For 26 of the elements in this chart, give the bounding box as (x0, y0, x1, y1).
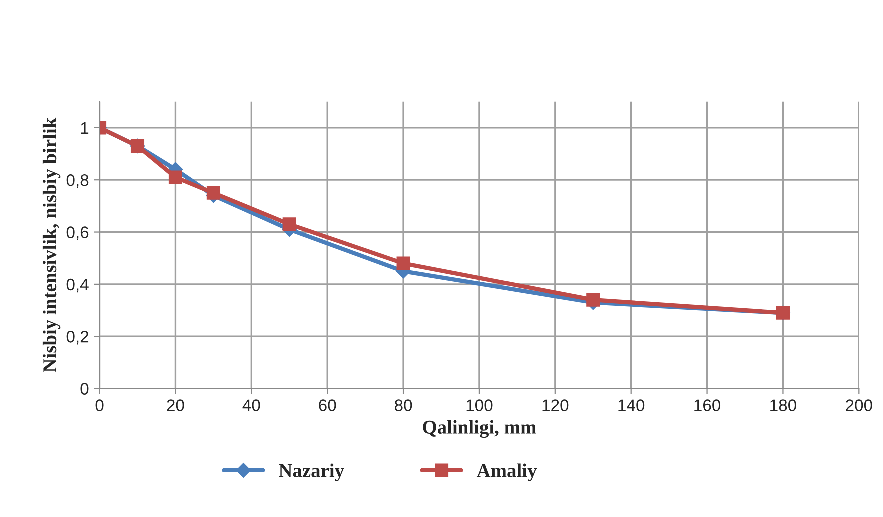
x-tick-label: 140 (618, 400, 645, 412)
y-tick-label: 0,8 (66, 174, 89, 188)
point (396, 256, 410, 270)
legend-label: Nazariy (279, 464, 344, 482)
y-tick-label: 0,6 (66, 226, 89, 240)
x-axis-title: Qalinligi, mm (423, 420, 536, 438)
x-tick-label: 180 (770, 400, 796, 412)
x-tick-label: 200 (846, 400, 872, 412)
point (168, 170, 182, 184)
y-tick-label: 0 (80, 383, 89, 395)
x-tick-label: 80 (394, 400, 412, 412)
point (586, 293, 600, 307)
point (206, 186, 220, 200)
x-tick-label: 100 (466, 400, 493, 412)
x-tick-label: 120 (542, 400, 569, 412)
y-axis-title: Nisbiy intensivlik, nisbiy birlik (42, 118, 61, 372)
point (282, 218, 296, 232)
x-tick-label: 40 (242, 400, 260, 412)
y-tick-label: 0,4 (66, 278, 89, 293)
y-tick-label: 1 (81, 122, 89, 134)
x-tick-label: 20 (167, 400, 184, 412)
x-tick-label: 60 (319, 400, 336, 412)
legend-label: Amaliy (476, 464, 538, 482)
y-tick-label: 0,2 (66, 331, 89, 345)
x-tick-label: 0 (96, 400, 104, 412)
x-tick-label: 160 (694, 400, 721, 412)
